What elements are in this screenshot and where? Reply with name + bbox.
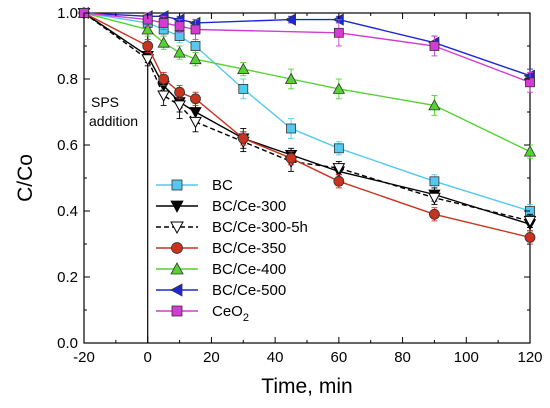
series-line-0 xyxy=(83,12,531,212)
series-line-4 xyxy=(83,12,531,153)
data-point xyxy=(141,54,155,66)
x-tick-label: 100 xyxy=(454,349,479,366)
legend: BC BC/Ce-300 BC/Ce-300-5h BC/Ce-350 BC/Ce-40… xyxy=(156,177,308,324)
x-tick-label: 80 xyxy=(394,349,411,366)
data-point xyxy=(237,132,249,144)
legend-marker xyxy=(170,200,184,213)
data-point xyxy=(523,145,537,157)
data-point xyxy=(190,93,201,105)
y-axis-title: C/Co xyxy=(14,154,37,202)
legend-item-3: BC/Ce-350 xyxy=(156,240,286,257)
series-layer xyxy=(77,6,537,245)
x-tick-label: 0 xyxy=(144,349,152,366)
legend-label: BC/Ce-400 xyxy=(212,261,286,278)
x-axis-title: Time, min xyxy=(261,375,352,398)
data-point xyxy=(284,72,298,84)
legend-label-text: CeO xyxy=(212,303,243,320)
data-point xyxy=(523,215,537,228)
legend-marker xyxy=(170,221,184,235)
data-point xyxy=(285,152,297,164)
data-point xyxy=(333,175,345,187)
data-point xyxy=(333,27,344,38)
data-point xyxy=(141,23,154,35)
x-tick-label: 60 xyxy=(331,349,348,366)
y-tick-label: 0.2 xyxy=(57,269,78,286)
series-line-3 xyxy=(83,12,531,239)
data-point xyxy=(190,24,201,35)
legend-label-text: BC/Ce-400 xyxy=(212,261,286,278)
data-point xyxy=(284,13,296,26)
y-tick-label: 0.4 xyxy=(57,203,78,220)
legend-marker xyxy=(171,179,183,191)
legend-label: BC/Ce-500 xyxy=(212,282,286,299)
legend-marker xyxy=(171,242,183,254)
legend-label: BC/Ce-350 xyxy=(212,240,286,257)
annotation-line-2: addition xyxy=(89,113,138,129)
legend-label: BC/Ce-300 xyxy=(212,198,286,215)
data-point xyxy=(428,99,441,111)
x-tick-label: 120 xyxy=(517,349,542,366)
data-point xyxy=(157,90,170,103)
data-point xyxy=(429,208,440,220)
y-tick-label: 0.6 xyxy=(57,137,78,154)
x-tick-label: -20 xyxy=(73,349,95,366)
legend-label-text: BC/Ce-500 xyxy=(212,282,286,299)
y-tick-label: 1.0 xyxy=(57,5,78,22)
series-3 xyxy=(78,7,536,245)
data-point xyxy=(237,62,250,74)
data-point xyxy=(333,143,344,154)
y-tick-label: 0.8 xyxy=(57,71,78,88)
data-point xyxy=(158,17,169,28)
data-point xyxy=(173,46,186,58)
data-point xyxy=(238,84,249,94)
data-point xyxy=(428,192,441,205)
data-point xyxy=(158,73,170,85)
y-tick-label: 0.0 xyxy=(57,335,78,352)
data-point xyxy=(429,176,440,187)
legend-item-1: BC/Ce-300 xyxy=(156,198,286,215)
data-point xyxy=(190,41,201,51)
legend-label-text: BC/Ce-300-5h xyxy=(212,219,308,236)
legend-item-2: BC/Ce-300-5h xyxy=(156,219,308,236)
data-point xyxy=(286,123,296,134)
legend-item-4: BC/Ce-400 xyxy=(156,261,286,278)
data-point xyxy=(525,77,535,88)
legend-marker xyxy=(170,262,184,275)
legend-item-6: CeO2 xyxy=(156,303,249,324)
data-point xyxy=(157,36,170,48)
legend-item-0: BC xyxy=(156,177,233,194)
legend-item-5: BC/Ce-500 xyxy=(156,282,286,299)
data-point xyxy=(524,231,536,243)
annotation-line-1: SPS xyxy=(91,94,119,110)
x-tick-label: 20 xyxy=(203,349,220,366)
data-point xyxy=(332,82,346,94)
legend-label-text: BC/Ce-350 xyxy=(212,240,286,257)
legend-label-text: BC xyxy=(212,177,233,194)
x-tick-label: 40 xyxy=(267,349,284,366)
legend-label-subscript: 2 xyxy=(243,312,249,324)
sps-addition-annotation: SPS addition xyxy=(89,13,149,343)
series-line-2 xyxy=(83,12,531,222)
data-point xyxy=(429,41,440,51)
legend-marker xyxy=(171,305,183,317)
data-point xyxy=(189,52,202,65)
data-point xyxy=(173,100,186,112)
axes-layer: -20 0 20 40 60 80 100 120 0.0 0.2 0.4 0.6 0.8 1.0 xyxy=(57,5,542,366)
legend-label-text: BC/Ce-300 xyxy=(212,198,286,215)
legend-label: BC/Ce-300-5h xyxy=(212,219,308,236)
legend-marker xyxy=(170,283,183,297)
data-point xyxy=(332,163,346,175)
data-point xyxy=(142,40,154,52)
data-point xyxy=(189,116,202,129)
data-point xyxy=(174,21,185,32)
legend-label: CeO2 xyxy=(212,303,249,324)
legend-label: BC xyxy=(212,177,233,194)
data-point xyxy=(174,86,185,98)
